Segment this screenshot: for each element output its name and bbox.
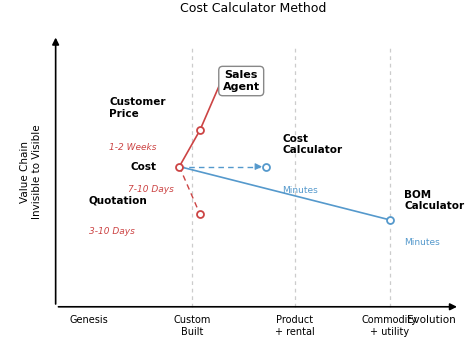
Text: Commodity
+ utility: Commodity + utility: [362, 315, 418, 337]
Text: Sales
Agent: Sales Agent: [223, 70, 260, 92]
Text: Minutes: Minutes: [404, 238, 440, 247]
Text: Cost Calculator Method: Cost Calculator Method: [181, 2, 327, 15]
Text: 3-10 Days: 3-10 Days: [89, 227, 135, 236]
Text: Cost
Calculator: Cost Calculator: [283, 134, 343, 155]
Text: Evolution: Evolution: [407, 315, 456, 325]
Text: Product
+ rental: Product + rental: [275, 315, 315, 337]
Text: Cost: Cost: [131, 162, 157, 171]
Text: BOM
Calculator: BOM Calculator: [404, 190, 464, 212]
Text: Genesis: Genesis: [69, 315, 108, 325]
Text: Customer
Price: Customer Price: [109, 97, 166, 119]
Text: Custom
Built: Custom Built: [173, 315, 210, 337]
Text: 1-2 Weeks: 1-2 Weeks: [109, 143, 157, 152]
Text: Minutes: Minutes: [283, 186, 318, 195]
Text: 7-10 Days: 7-10 Days: [128, 185, 173, 194]
Text: Value Chain
Invisible to Visible: Value Chain Invisible to Visible: [20, 125, 42, 219]
Text: Quotation: Quotation: [89, 196, 147, 206]
